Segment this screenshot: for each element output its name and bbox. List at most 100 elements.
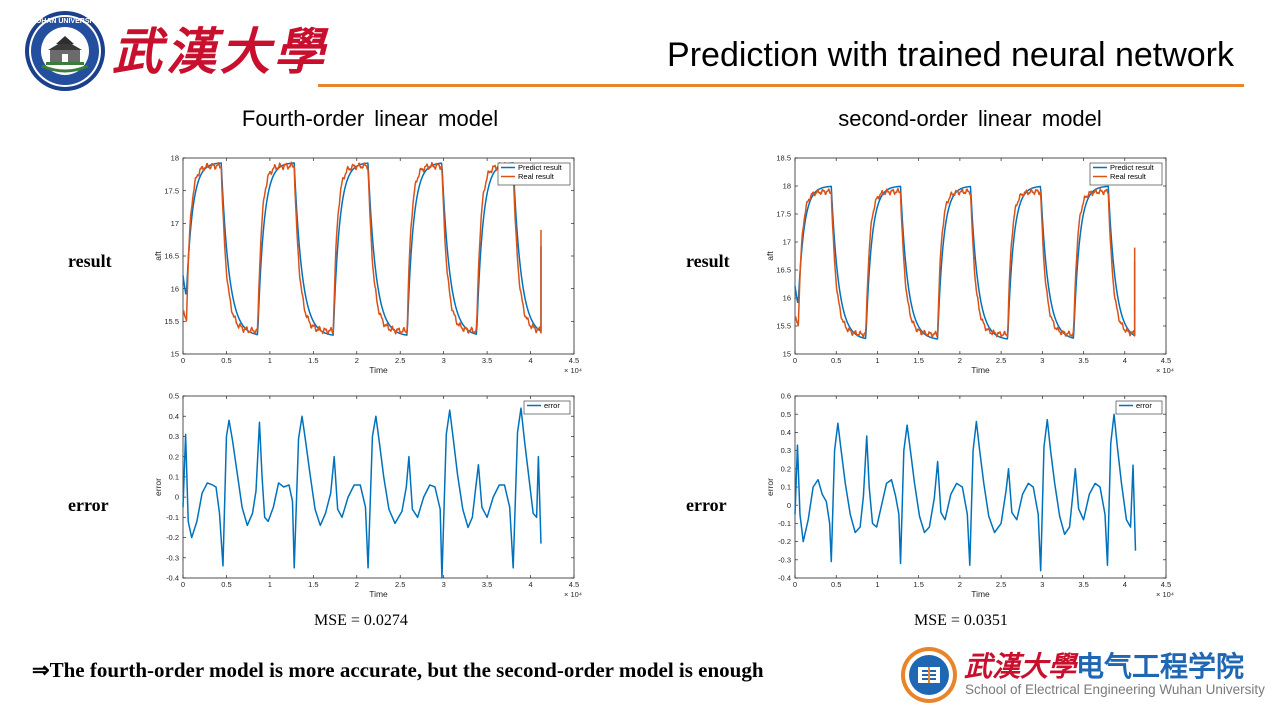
x-tick-label: 4.5 — [1161, 580, 1171, 589]
legend-box — [523, 400, 571, 415]
university-seal-icon: WUHAN UNIVERSITY — [25, 11, 105, 91]
plot-frame — [182, 157, 575, 355]
x-tick-label: 0.5 — [221, 356, 231, 365]
series-line-predict — [182, 162, 542, 336]
x-tick-label: 3.5 — [482, 356, 492, 365]
title-divider — [318, 84, 1244, 87]
x-tick-label: 2 — [355, 580, 359, 589]
plot-frame — [794, 157, 1167, 355]
x-tick-label: 3 — [442, 580, 446, 589]
y-tick-label: 16.5 — [776, 266, 791, 275]
x-tick-label: 4 — [528, 580, 532, 589]
x-axis-label: Time — [971, 589, 990, 599]
conclusion-text: ⇒The fourth-order model is more accurate… — [32, 658, 764, 682]
x-tick-label: 0 — [181, 356, 185, 365]
row-label-result-left: result — [68, 251, 112, 271]
y-tick-label: -0.1 — [166, 513, 179, 522]
y-tick-label: 0.6 — [781, 392, 791, 401]
x-tick-label: 4.5 — [569, 580, 579, 589]
y-tick-label: 15.5 — [776, 322, 791, 331]
x-tick-label: 2 — [958, 580, 962, 589]
x-tick-label: 0 — [793, 580, 797, 589]
mse-fourth-order: MSE = 0.0274 — [314, 612, 408, 629]
y-axis-label: error — [765, 478, 775, 496]
legend-label: Real result — [1110, 172, 1147, 181]
x-exponent-label: × 10⁴ — [1156, 366, 1174, 375]
series-line-predict — [794, 185, 1136, 340]
y-axis-label: aft — [765, 251, 775, 261]
footer-school-name-en: School of Electrical Engineering Wuhan U… — [965, 682, 1265, 697]
y-tick-label: -0.1 — [778, 519, 791, 528]
legend-box — [1089, 162, 1163, 186]
x-tick-label: 2 — [355, 356, 359, 365]
x-tick-label: 1 — [268, 356, 272, 365]
y-tick-label: 0.4 — [169, 412, 179, 421]
x-tick-label: 3.5 — [482, 580, 492, 589]
slide-title: Prediction with trained neural network — [667, 36, 1234, 74]
y-tick-label: -0.2 — [778, 537, 791, 546]
y-tick-label: 0.4 — [781, 428, 791, 437]
x-tick-label: 3.5 — [1078, 580, 1088, 589]
y-tick-label: 17.5 — [164, 186, 179, 195]
x-tick-label: 4.5 — [569, 356, 579, 365]
footer-school-cn: 电气工程学院 — [1076, 650, 1245, 683]
legend-label: Predict result — [1110, 163, 1155, 172]
x-tick-label: 3.5 — [1078, 356, 1088, 365]
series-line-real — [794, 187, 1136, 338]
series-line-error — [182, 407, 542, 579]
y-tick-label: 16 — [783, 294, 791, 303]
y-tick-label: 0.1 — [169, 472, 179, 481]
y-tick-label: 0.5 — [169, 392, 179, 401]
university-brand: 武漢大學 — [112, 22, 328, 81]
y-tick-label: 18.5 — [776, 154, 791, 163]
y-tick-label: 15 — [783, 350, 791, 359]
x-tick-label: 0.5 — [221, 580, 231, 589]
x-exponent-label: × 10⁴ — [564, 366, 582, 375]
x-tick-label: 0 — [181, 580, 185, 589]
x-tick-label: 0.5 — [831, 580, 841, 589]
x-tick-label: 2.5 — [996, 356, 1006, 365]
y-tick-label: 0.2 — [781, 464, 791, 473]
series-line-real — [182, 161, 542, 335]
y-axis-label: error — [153, 478, 163, 496]
row-label-error-left: error — [68, 495, 109, 515]
mse-second-order: MSE = 0.0351 — [914, 612, 1008, 629]
x-tick-label: 1 — [875, 580, 879, 589]
footer-university-cn: 武漢大學 — [964, 650, 1077, 683]
legend-label: Predict result — [518, 163, 563, 172]
column-title-fourth-order: Fourth-order linear model — [241, 106, 499, 131]
y-tick-label: 0.3 — [169, 432, 179, 441]
x-tick-label: 4.5 — [1161, 356, 1171, 365]
y-tick-label: -0.3 — [166, 553, 179, 562]
y-tick-label: 0 — [175, 493, 179, 502]
x-tick-label: 0 — [793, 356, 797, 365]
chart-fourth-order-error: 0 0.5 1 1.5 2 2.5 3 3.5 4 4.5 -0.4 -0.3 -0.2 -0.1 0 0.1… — [153, 392, 582, 599]
y-tick-label: 17 — [783, 238, 791, 247]
x-tick-label: 3 — [1040, 356, 1044, 365]
y-tick-label: -0.4 — [166, 574, 179, 583]
y-tick-label: -0.4 — [778, 574, 791, 583]
plot-frame — [794, 395, 1167, 579]
y-tick-label: 17.5 — [776, 210, 791, 219]
logo-text: WUHAN UNIVERSITY — [30, 18, 101, 25]
legend-box — [497, 162, 571, 186]
chart-second-order-result: 0 0.5 1 1.5 2 2.5 3 3.5 4 4.5 15 15.5 16 16.5 17 17.5 18… — [765, 154, 1174, 375]
x-tick-label: 1.5 — [913, 580, 923, 589]
plot-frame — [182, 395, 575, 579]
series-line-error — [794, 413, 1137, 572]
school-emblem-icon — [901, 647, 957, 703]
chart-fourth-order-result: 0 0.5 1 1.5 2 2.5 3 3.5 4 4.5 15 15.5 16 16.5 17 17.5 18… — [153, 154, 582, 375]
x-tick-label: 4 — [1123, 580, 1127, 589]
row-label-result-right: result — [686, 251, 730, 271]
y-tick-label: 0.3 — [781, 446, 791, 455]
x-tick-label: 1 — [875, 356, 879, 365]
x-tick-label: 3 — [442, 356, 446, 365]
y-tick-label: 15 — [171, 350, 179, 359]
y-tick-label: -0.2 — [166, 533, 179, 542]
x-tick-label: 1.5 — [913, 356, 923, 365]
y-tick-label: 0.1 — [781, 483, 791, 492]
x-tick-label: 2.5 — [395, 356, 405, 365]
x-axis-label: Time — [369, 589, 388, 599]
y-tick-label: 18 — [783, 182, 791, 191]
y-tick-label: -0.3 — [778, 555, 791, 564]
